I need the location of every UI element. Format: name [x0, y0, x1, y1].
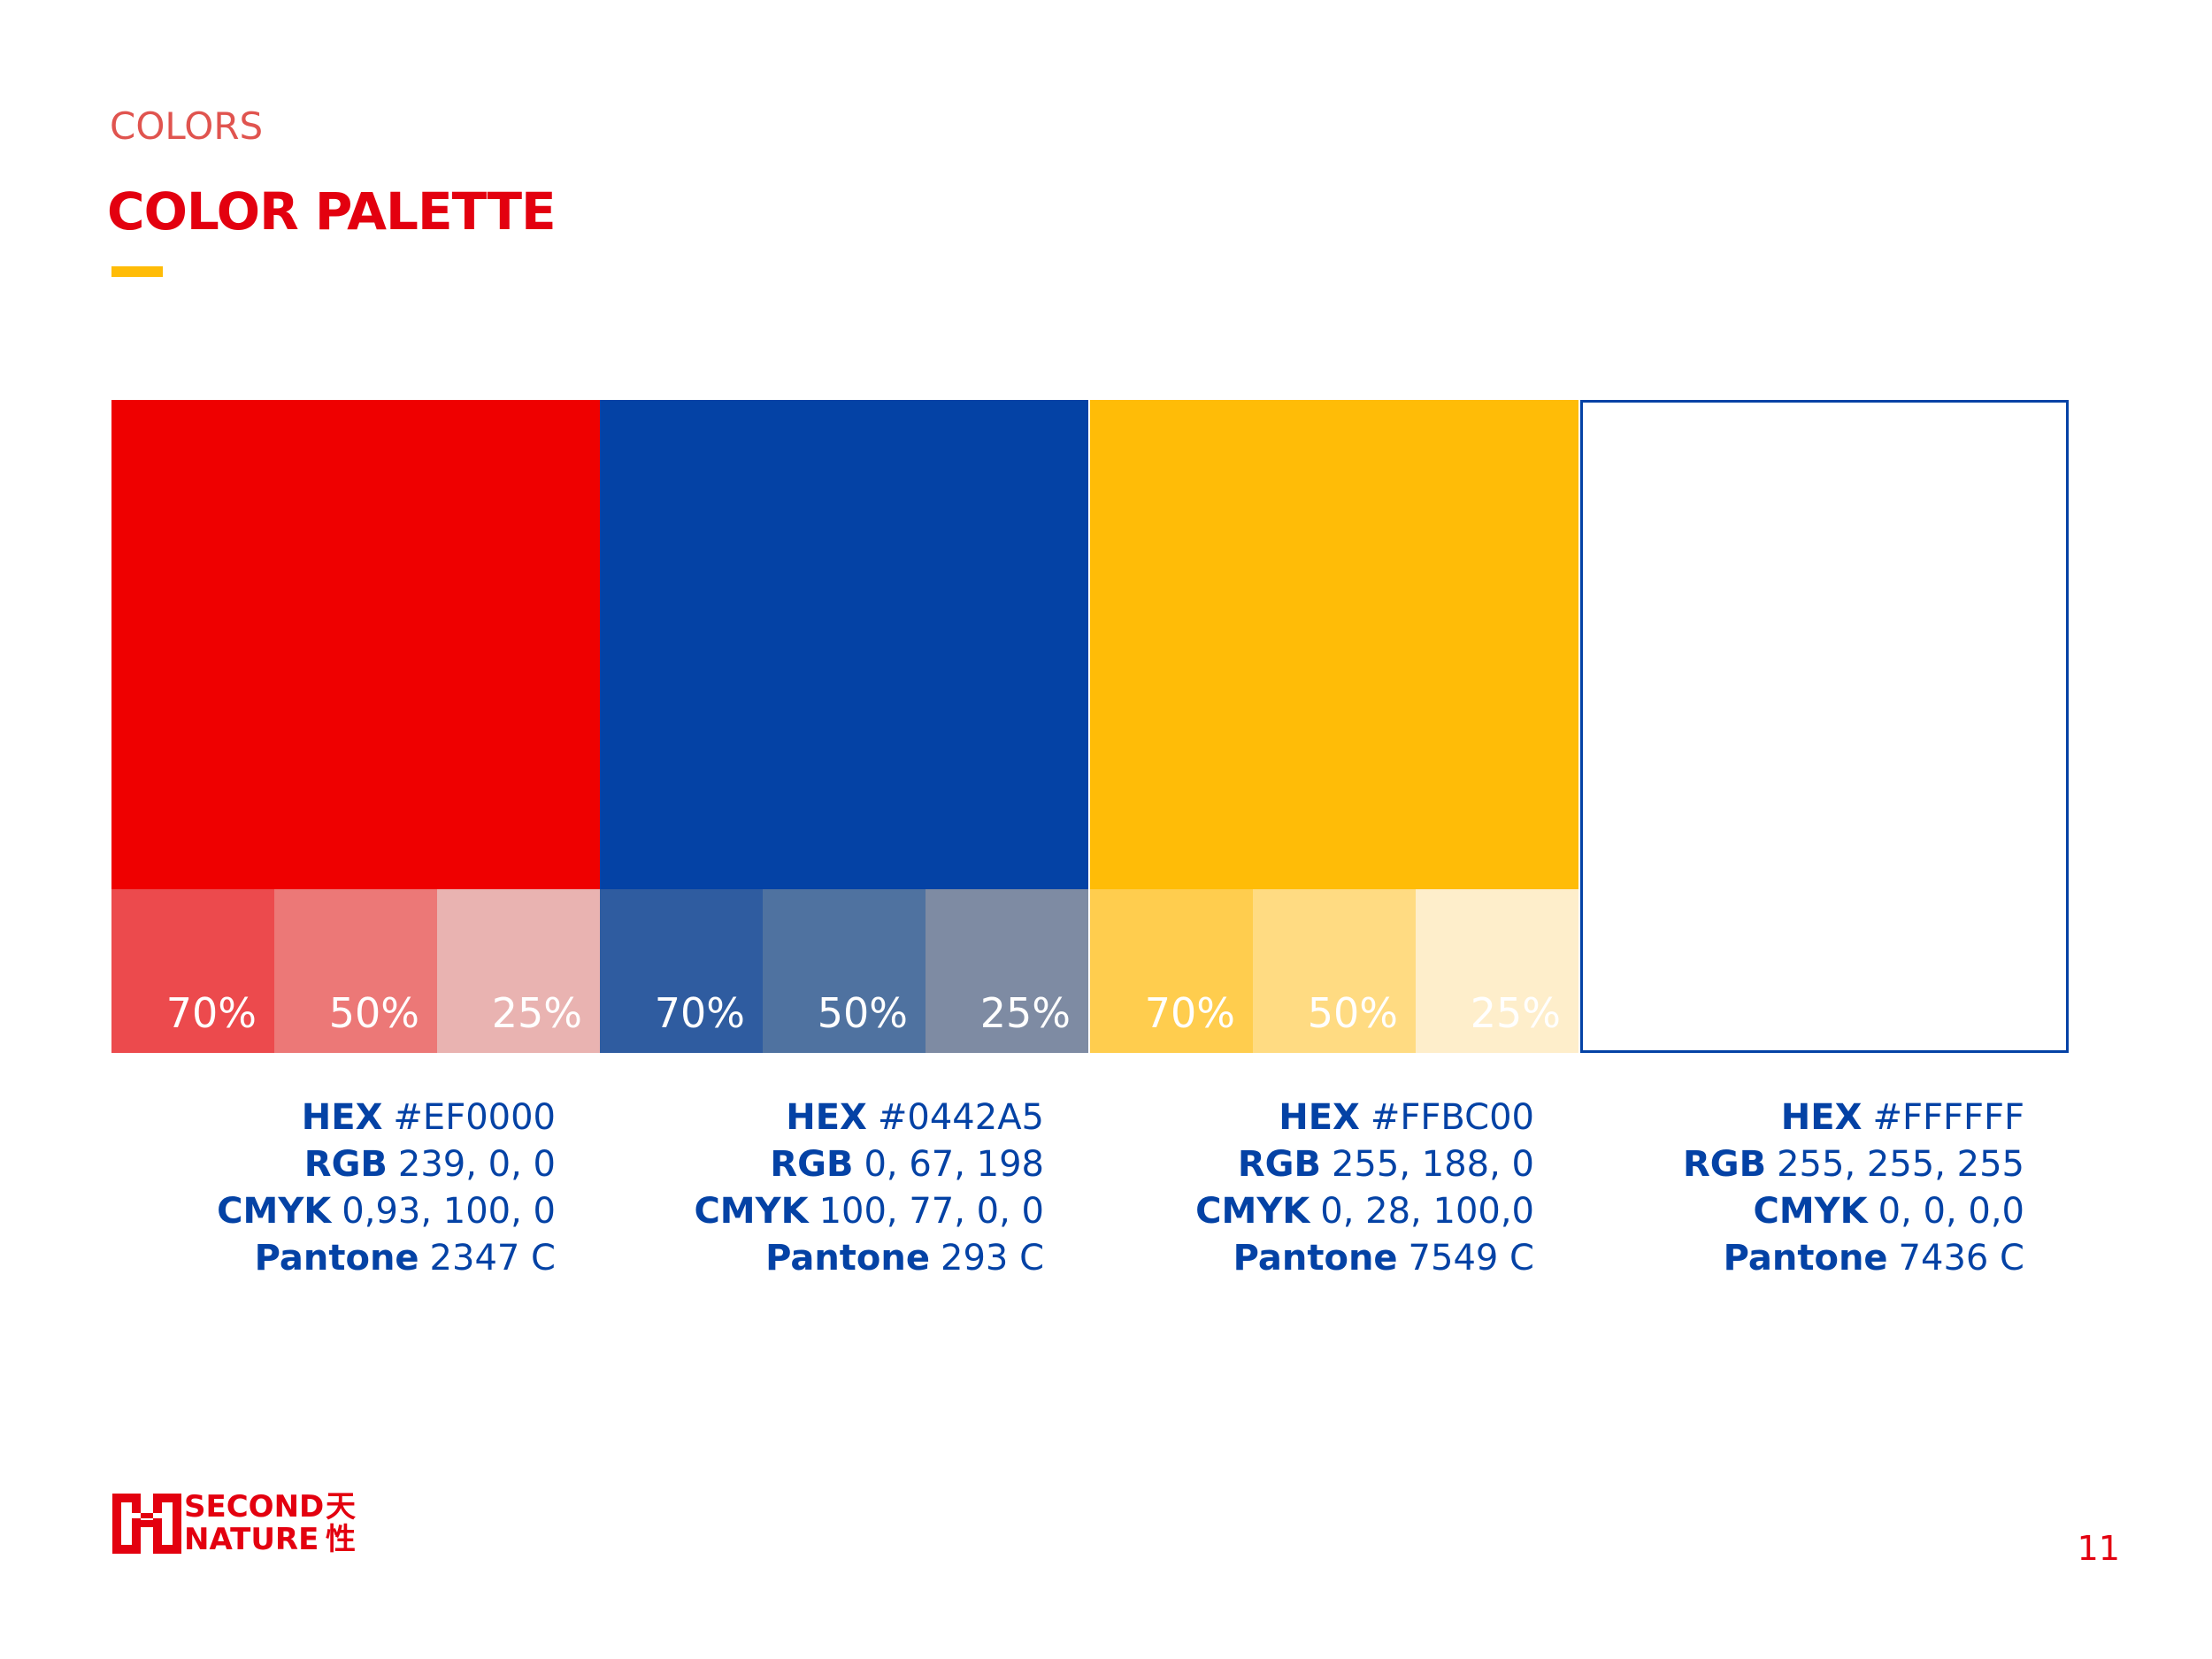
- spec-label: RGB: [1682, 1144, 1767, 1185]
- spec-label: Pantone: [765, 1238, 930, 1279]
- spec-value: 7436 C: [1898, 1238, 2024, 1279]
- logo-text: SECOND: [184, 1489, 325, 1525]
- spec-value: 0,93, 100, 0: [342, 1191, 556, 1232]
- spec-value: #FFFFFF: [1872, 1097, 2024, 1138]
- spec-line: CMYK 0, 28, 100,0: [1002, 1188, 1534, 1235]
- tint-swatch: 70%: [600, 889, 763, 1053]
- spec-line: RGB 255, 188, 0: [1002, 1141, 1534, 1188]
- swatch: [1090, 400, 1578, 889]
- spec-line: HEX #FFFFFF: [1492, 1094, 2024, 1141]
- spec-label: Pantone: [1723, 1238, 1888, 1279]
- color-specs: HEX #FFFFFF RGB 255, 255, 255 CMYK 0, 0, 0,0 P…: [1492, 1094, 2024, 1282]
- logo-cn: 性: [326, 1522, 356, 1557]
- section-label: COLORS: [110, 104, 264, 148]
- spec-value: 0, 67, 198: [864, 1144, 1044, 1185]
- spec-value: 0, 0, 0,0: [1878, 1191, 2024, 1232]
- tint-swatch: 25%: [437, 889, 600, 1053]
- spec-value: 0, 28, 100,0: [1320, 1191, 1534, 1232]
- tint-swatch: 70%: [1090, 889, 1253, 1053]
- spec-label: CMYK: [1753, 1191, 1868, 1232]
- swatch: [1580, 400, 2069, 1053]
- spec-label: HEX: [1780, 1097, 1863, 1138]
- tint-swatch: 50%: [763, 889, 926, 1053]
- spec-value: 100, 77, 0, 0: [818, 1191, 1044, 1232]
- spec-line: HEX #EF0000: [23, 1094, 556, 1141]
- spec-line: Pantone 7549 C: [1002, 1235, 1534, 1282]
- spec-value: 293 C: [941, 1238, 1044, 1279]
- spec-label: CMYK: [694, 1191, 809, 1232]
- spec-line: HEX #0442A5: [511, 1094, 1044, 1141]
- logo-text: NATURE: [184, 1522, 319, 1557]
- spec-value: #FFBC00: [1370, 1097, 1534, 1138]
- spec-value: 7549 C: [1408, 1238, 1534, 1279]
- spec-label: HEX: [301, 1097, 383, 1138]
- tint-swatch: 50%: [1253, 889, 1416, 1053]
- tint-swatch: 25%: [1416, 889, 1578, 1053]
- page-number: 11: [2077, 1529, 2120, 1568]
- spec-label: Pantone: [254, 1238, 419, 1279]
- spec-label: HEX: [1279, 1097, 1360, 1138]
- spec-label: HEX: [786, 1097, 867, 1138]
- spec-line: Pantone 2347 C: [23, 1235, 556, 1282]
- logo-cn: 天: [326, 1489, 356, 1525]
- spec-line: Pantone 293 C: [511, 1235, 1044, 1282]
- spec-value: 255, 255, 255: [1777, 1144, 2024, 1185]
- spec-label: RGB: [770, 1144, 854, 1185]
- spec-line: RGB 255, 255, 255: [1492, 1141, 2024, 1188]
- color-specs: HEX #0442A5 RGB 0, 67, 198 CMYK 100, 77, 0, 0…: [511, 1094, 1044, 1282]
- spec-value: #EF0000: [393, 1097, 556, 1138]
- spec-value: 2347 C: [429, 1238, 556, 1279]
- spec-line: CMYK 0,93, 100, 0: [23, 1188, 556, 1235]
- title-rule: [111, 266, 163, 277]
- spec-label: CMYK: [1195, 1191, 1310, 1232]
- tint-swatch: 25%: [926, 889, 1088, 1053]
- spec-label: Pantone: [1233, 1238, 1398, 1279]
- page-title: COLOR PALETTE: [107, 181, 557, 242]
- spec-value: 255, 188, 0: [1331, 1144, 1534, 1185]
- spec-label: CMYK: [217, 1191, 332, 1232]
- spec-line: CMYK 0, 0, 0,0: [1492, 1188, 2025, 1235]
- spec-label: RGB: [303, 1144, 388, 1185]
- spec-line: RGB 0, 67, 198: [511, 1141, 1044, 1188]
- color-specs: HEX #FFBC00 RGB 255, 188, 0 CMYK 0, 28, 100,0…: [1002, 1094, 1534, 1282]
- color-specs: HEX #EF0000 RGB 239, 0, 0 CMYK 0,93, 100, 0 Pa…: [23, 1094, 556, 1282]
- spec-value: #0442A5: [877, 1097, 1044, 1138]
- swatch: [111, 400, 600, 889]
- tint-swatch: 50%: [274, 889, 437, 1053]
- spec-line: CMYK 100, 77, 0, 0: [511, 1188, 1044, 1235]
- logo-mark: [112, 1494, 181, 1554]
- tint-swatch: 70%: [111, 889, 274, 1053]
- spec-label: RGB: [1237, 1144, 1321, 1185]
- spec-value: 239, 0, 0: [397, 1144, 556, 1185]
- spec-line: Pantone 7436 C: [1492, 1235, 2024, 1282]
- spec-line: HEX #FFBC00: [1002, 1094, 1534, 1141]
- swatch: [600, 400, 1088, 889]
- spec-line: RGB 239, 0, 0: [23, 1141, 556, 1188]
